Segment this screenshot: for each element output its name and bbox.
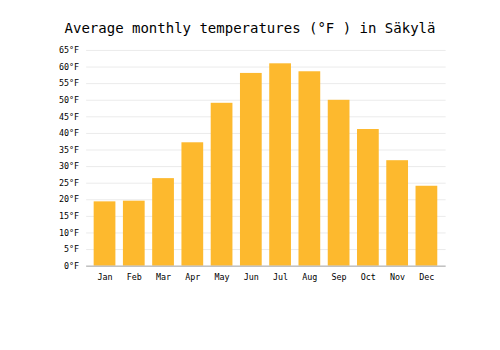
svg-text:60°F: 60°F bbox=[59, 62, 79, 72]
svg-text:40°F: 40°F bbox=[59, 128, 79, 138]
svg-text:Apr: Apr bbox=[185, 272, 200, 282]
svg-text:10°F: 10°F bbox=[59, 228, 79, 238]
svg-text:Dec: Dec bbox=[419, 272, 434, 282]
html-text:Average monthly temperatures (: Average monthly temperatures (°F ) in Sä… bbox=[64, 20, 436, 36]
svg-text:55°F: 55°F bbox=[59, 78, 79, 88]
svg-text:Jan: Jan bbox=[97, 272, 112, 282]
svg-text:Jun: Jun bbox=[244, 272, 259, 282]
svg-text:50°F: 50°F bbox=[59, 95, 79, 105]
svg-text:Oct: Oct bbox=[361, 272, 376, 282]
svg-text:May: May bbox=[214, 272, 229, 282]
svg-text:45°F: 45°F bbox=[59, 111, 79, 121]
svg-text:20°F: 20°F bbox=[59, 194, 79, 204]
svg-text:Aug: Aug bbox=[302, 272, 317, 282]
svg-text:25°F: 25°F bbox=[59, 178, 79, 188]
svg-text:Sep: Sep bbox=[331, 272, 346, 282]
svg-text:30°F: 30°F bbox=[59, 161, 79, 171]
svg-text:35°F: 35°F bbox=[59, 145, 79, 155]
svg-text:5°F: 5°F bbox=[64, 244, 79, 254]
svg-text:Mar: Mar bbox=[156, 272, 171, 282]
svg-text:65°F: 65°F bbox=[59, 45, 79, 55]
svg-text:Feb: Feb bbox=[127, 272, 142, 282]
svg-text:Nov: Nov bbox=[390, 272, 405, 282]
svg-text:15°F: 15°F bbox=[59, 211, 79, 221]
svg-text:Jul: Jul bbox=[273, 272, 288, 282]
svg-text:0°F: 0°F bbox=[64, 261, 79, 271]
